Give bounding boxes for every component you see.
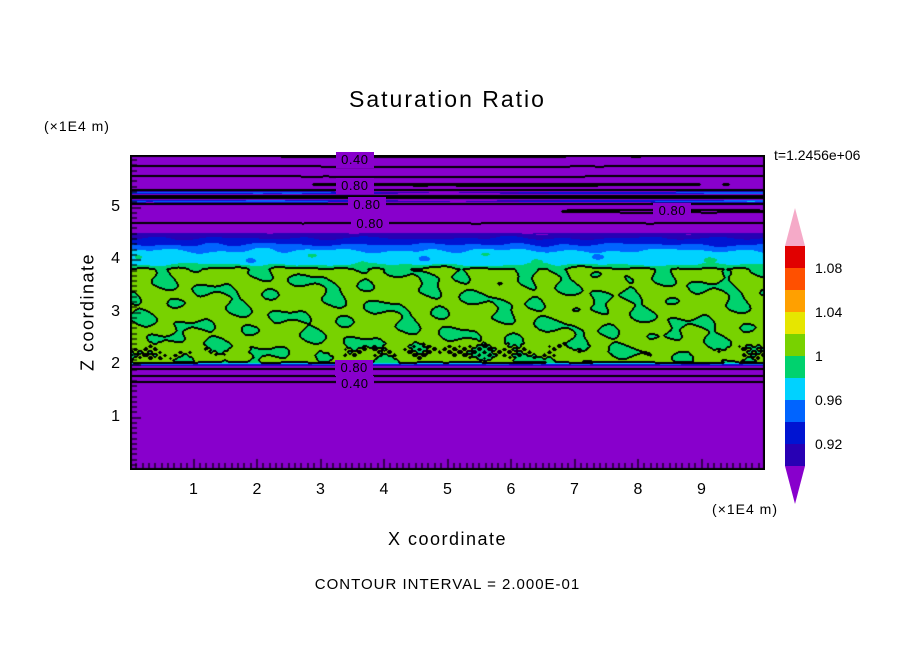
colorbar-label: 1.04 [815,304,843,320]
colorbar-segment [785,400,805,422]
contour-line-label: 0.80 [347,196,386,213]
x-tick-label: 5 [443,481,452,498]
colorbar-segments [785,246,805,466]
time-label: t=1.2456e+06 [774,147,861,163]
colorbar-over-arrow [785,208,805,246]
colorbar-segment [785,378,805,400]
contour-line-label: 0.80 [351,215,390,232]
colorbar-segment [785,334,805,356]
x-tick-label: 8 [633,481,643,498]
colorbar-segment [785,290,805,312]
contour-interval-label: CONTOUR INTERVAL = 2.000E-01 [314,576,581,593]
contour-line-label: 0.80 [335,360,374,377]
x-axis-label: X coordinate [387,529,508,549]
z-tick-label: 1 [111,407,120,425]
z-axis-unit-label: (×1E4 m) [44,118,110,134]
contour-line-label: 0.80 [653,203,692,220]
chart-title: Saturation Ratio [349,86,546,112]
colorbar-label: 1.08 [815,260,843,276]
colorbar-segment [785,312,805,334]
x-tick-label: 3 [316,481,325,498]
colorbar-segment [785,268,805,290]
plot-area: 0.40 0.80 0.80 0.80 0.80 0.80 0.40 [130,152,765,470]
x-tick-label: 6 [506,481,516,498]
contour-line-label: 0.40 [335,375,374,392]
x-tick-label: 4 [379,481,389,498]
x-tick-label: 9 [697,481,706,498]
colorbar-label: 0.96 [815,392,843,408]
z-tick-label: 5 [111,197,120,215]
colorbar-segment [785,422,805,444]
colorbar: 1.08 1.04 1 0.96 0.92 [783,208,903,518]
z-tick-label: 3 [111,302,120,320]
contour-line-label: 0.40 [335,152,374,169]
z-tick-label: 2 [111,355,120,372]
z-tick-label: 4 [111,250,120,267]
x-axis-unit-label: (×1E4 m) [712,501,778,517]
colorbar-segment [785,246,805,268]
colorbar-label: 0.92 [815,436,843,452]
x-tick-label: 7 [570,481,579,498]
colorbar-segment [785,444,805,466]
x-tick-label: 2 [252,481,262,498]
colorbar-under-arrow [785,466,805,504]
colorbar-segment [785,356,805,378]
colorbar-label: 1 [815,348,823,364]
contour-line-label: 0.80 [335,177,374,194]
x-tick-label: 1 [189,481,198,498]
